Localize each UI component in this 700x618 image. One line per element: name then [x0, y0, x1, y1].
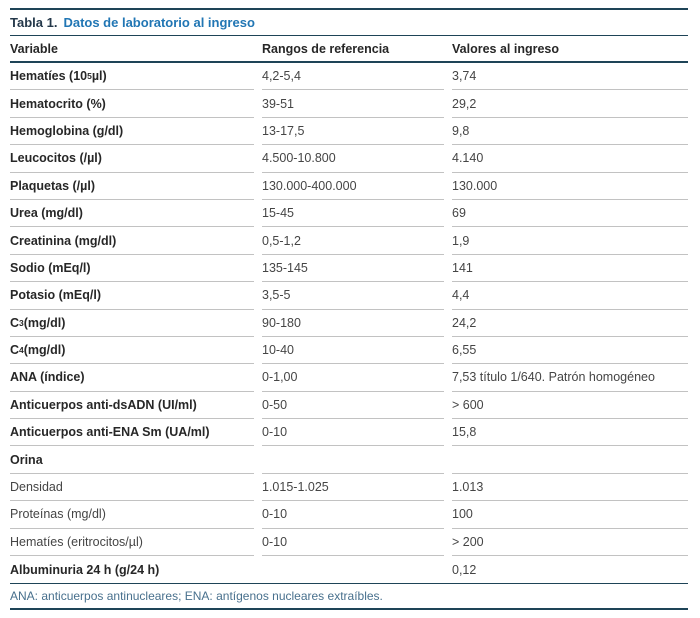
row-range: 13-17,5: [262, 118, 444, 146]
row-value: 69: [452, 200, 688, 228]
row-value: 29,2: [452, 90, 688, 118]
row-variable-text: (mg/dl): [23, 343, 66, 358]
row-variable: Urea (mg/dl): [10, 200, 254, 228]
row-value: 4,4: [452, 282, 688, 310]
row-range: 135-145: [262, 255, 444, 283]
row-value: 6,55: [452, 337, 688, 365]
row-value: 1.013: [452, 474, 688, 502]
row-range: 0-10: [262, 419, 444, 447]
row-range: 39-51: [262, 90, 444, 118]
table-section-row: Orina: [10, 446, 688, 474]
table-footnote: ANA: anticuerpos antinucleares; ENA: ant…: [10, 584, 688, 608]
row-range: [262, 446, 444, 474]
row-range: 4,2-5,4: [262, 63, 444, 91]
row-variable: Sodio (mEq/l): [10, 255, 254, 283]
row-variable: Leucocitos (/µl): [10, 145, 254, 173]
table-title: Tabla 1. Datos de laboratorio al ingreso: [10, 10, 688, 35]
bottom-rule: [10, 608, 688, 611]
row-range: 0-10: [262, 529, 444, 557]
table-row: Sodio (mEq/l) 135-145 141: [10, 255, 688, 283]
row-value: > 600: [452, 392, 688, 420]
row-variable: Anticuerpos anti-ENA Sm (UA/ml): [10, 419, 254, 447]
row-variable-text: (mg/dl): [23, 315, 66, 330]
row-range: 4.500-10.800: [262, 145, 444, 173]
row-value: > 200: [452, 529, 688, 557]
row-variable: Anticuerpos anti-dsADN (UI/ml): [10, 392, 254, 420]
column-header-range: Rangos de referencia: [262, 41, 390, 56]
row-variable: Plaquetas (/µl): [10, 173, 254, 200]
table-row: Anticuerpos anti-dsADN (UI/ml) 0-50 > 60…: [10, 392, 688, 420]
table-row: Leucocitos (/µl) 4.500-10.800 4.140: [10, 145, 688, 173]
table-number: Tabla 1.: [10, 15, 58, 30]
row-value: 1,9: [452, 227, 688, 255]
row-variable-text: C: [10, 315, 20, 330]
table-row: Urea (mg/dl) 15-45 69: [10, 200, 688, 228]
row-value: 130.000: [452, 173, 688, 200]
title-rule: [10, 35, 688, 36]
row-range: 0-50: [262, 392, 444, 420]
row-value: 7,53 título 1/640. Patrón homogéneo: [452, 364, 688, 392]
row-range: 15-45: [262, 200, 444, 228]
table-row: ANA (índice) 0-1,00 7,53 título 1/640. P…: [10, 364, 688, 392]
row-variable: Densidad: [10, 474, 254, 502]
row-value: 141: [452, 255, 688, 283]
row-variable: Hematíes (10 5 µl): [10, 63, 254, 91]
table-row: Hematocrito (%) 39-51 29,2: [10, 90, 688, 118]
row-value: 100: [452, 501, 688, 529]
footnote-text: ANA: anticuerpos antinucleares; ENA: ant…: [10, 589, 383, 604]
row-value: 0,12: [452, 562, 477, 577]
table-row: Albuminuria 24 h (g/24 h) 0,12: [10, 556, 688, 583]
section-label: Orina: [10, 446, 254, 474]
row-variable: ANA (índice): [10, 364, 254, 392]
row-range: 10-40: [262, 337, 444, 365]
table-row: Hematíes (10 5 µl) 4,2-5,4 3,74: [10, 63, 688, 91]
table-row: Potasio (mEq/l) 3,5-5 4,4: [10, 282, 688, 310]
column-header-value: Valores al ingreso: [452, 41, 559, 56]
table-row: Plaquetas (/µl) 130.000-400.000 130.000: [10, 173, 688, 200]
row-range: 3,5-5: [262, 282, 444, 310]
row-variable: Potasio (mEq/l): [10, 282, 254, 310]
row-range: 130.000-400.000: [262, 173, 444, 200]
row-range: 90-180: [262, 310, 444, 337]
table-row: Anticuerpos anti-ENA Sm (UA/ml) 0-10 15,…: [10, 419, 688, 447]
table-row: Hemoglobina (g/dl) 13-17,5 9,8: [10, 118, 688, 146]
row-variable-text: Hematíes (10: [10, 69, 88, 84]
row-value: 15,8: [452, 419, 688, 447]
row-range: 0,5-1,2: [262, 227, 444, 255]
table-caption: Datos de laboratorio al ingreso: [63, 15, 255, 30]
row-value: 9,8: [452, 118, 688, 146]
row-value: 3,74: [452, 63, 688, 91]
top-rule: [10, 8, 688, 10]
column-header-variable: Variable: [10, 41, 58, 56]
table-row: Creatinina (mg/dl) 0,5-1,2 1,9: [10, 227, 688, 255]
row-value: 24,2: [452, 310, 688, 337]
header-rule: [10, 61, 688, 63]
row-variable: Albuminuria 24 h (g/24 h): [10, 562, 160, 577]
table-row: Hematíes (eritrocitos/µl) 0-10 > 200: [10, 529, 688, 557]
row-variable: Proteínas (mg/dl): [10, 501, 254, 529]
row-variable-text: C: [10, 343, 20, 358]
row-range: 1.015-1.025: [262, 474, 444, 502]
table-row: Densidad 1.015-1.025 1.013: [10, 474, 688, 502]
table-row: Proteínas (mg/dl) 0-10 100: [10, 501, 688, 529]
row-range: 0-10: [262, 501, 444, 529]
footnote-rule: [10, 583, 688, 585]
table-header-row: Variable Rangos de referencia Valores al…: [10, 36, 688, 61]
row-value: [452, 446, 688, 474]
row-value: 4.140: [452, 145, 688, 173]
row-range: 0-1,00: [262, 364, 444, 392]
row-variable: Hematocrito (%): [10, 90, 254, 118]
row-variable: Hematíes (eritrocitos/µl): [10, 529, 254, 557]
row-variable: Creatinina (mg/dl): [10, 227, 254, 255]
row-variable: Hemoglobina (g/dl): [10, 118, 254, 146]
row-variable-text: µl): [91, 69, 107, 84]
row-range: [262, 556, 444, 583]
